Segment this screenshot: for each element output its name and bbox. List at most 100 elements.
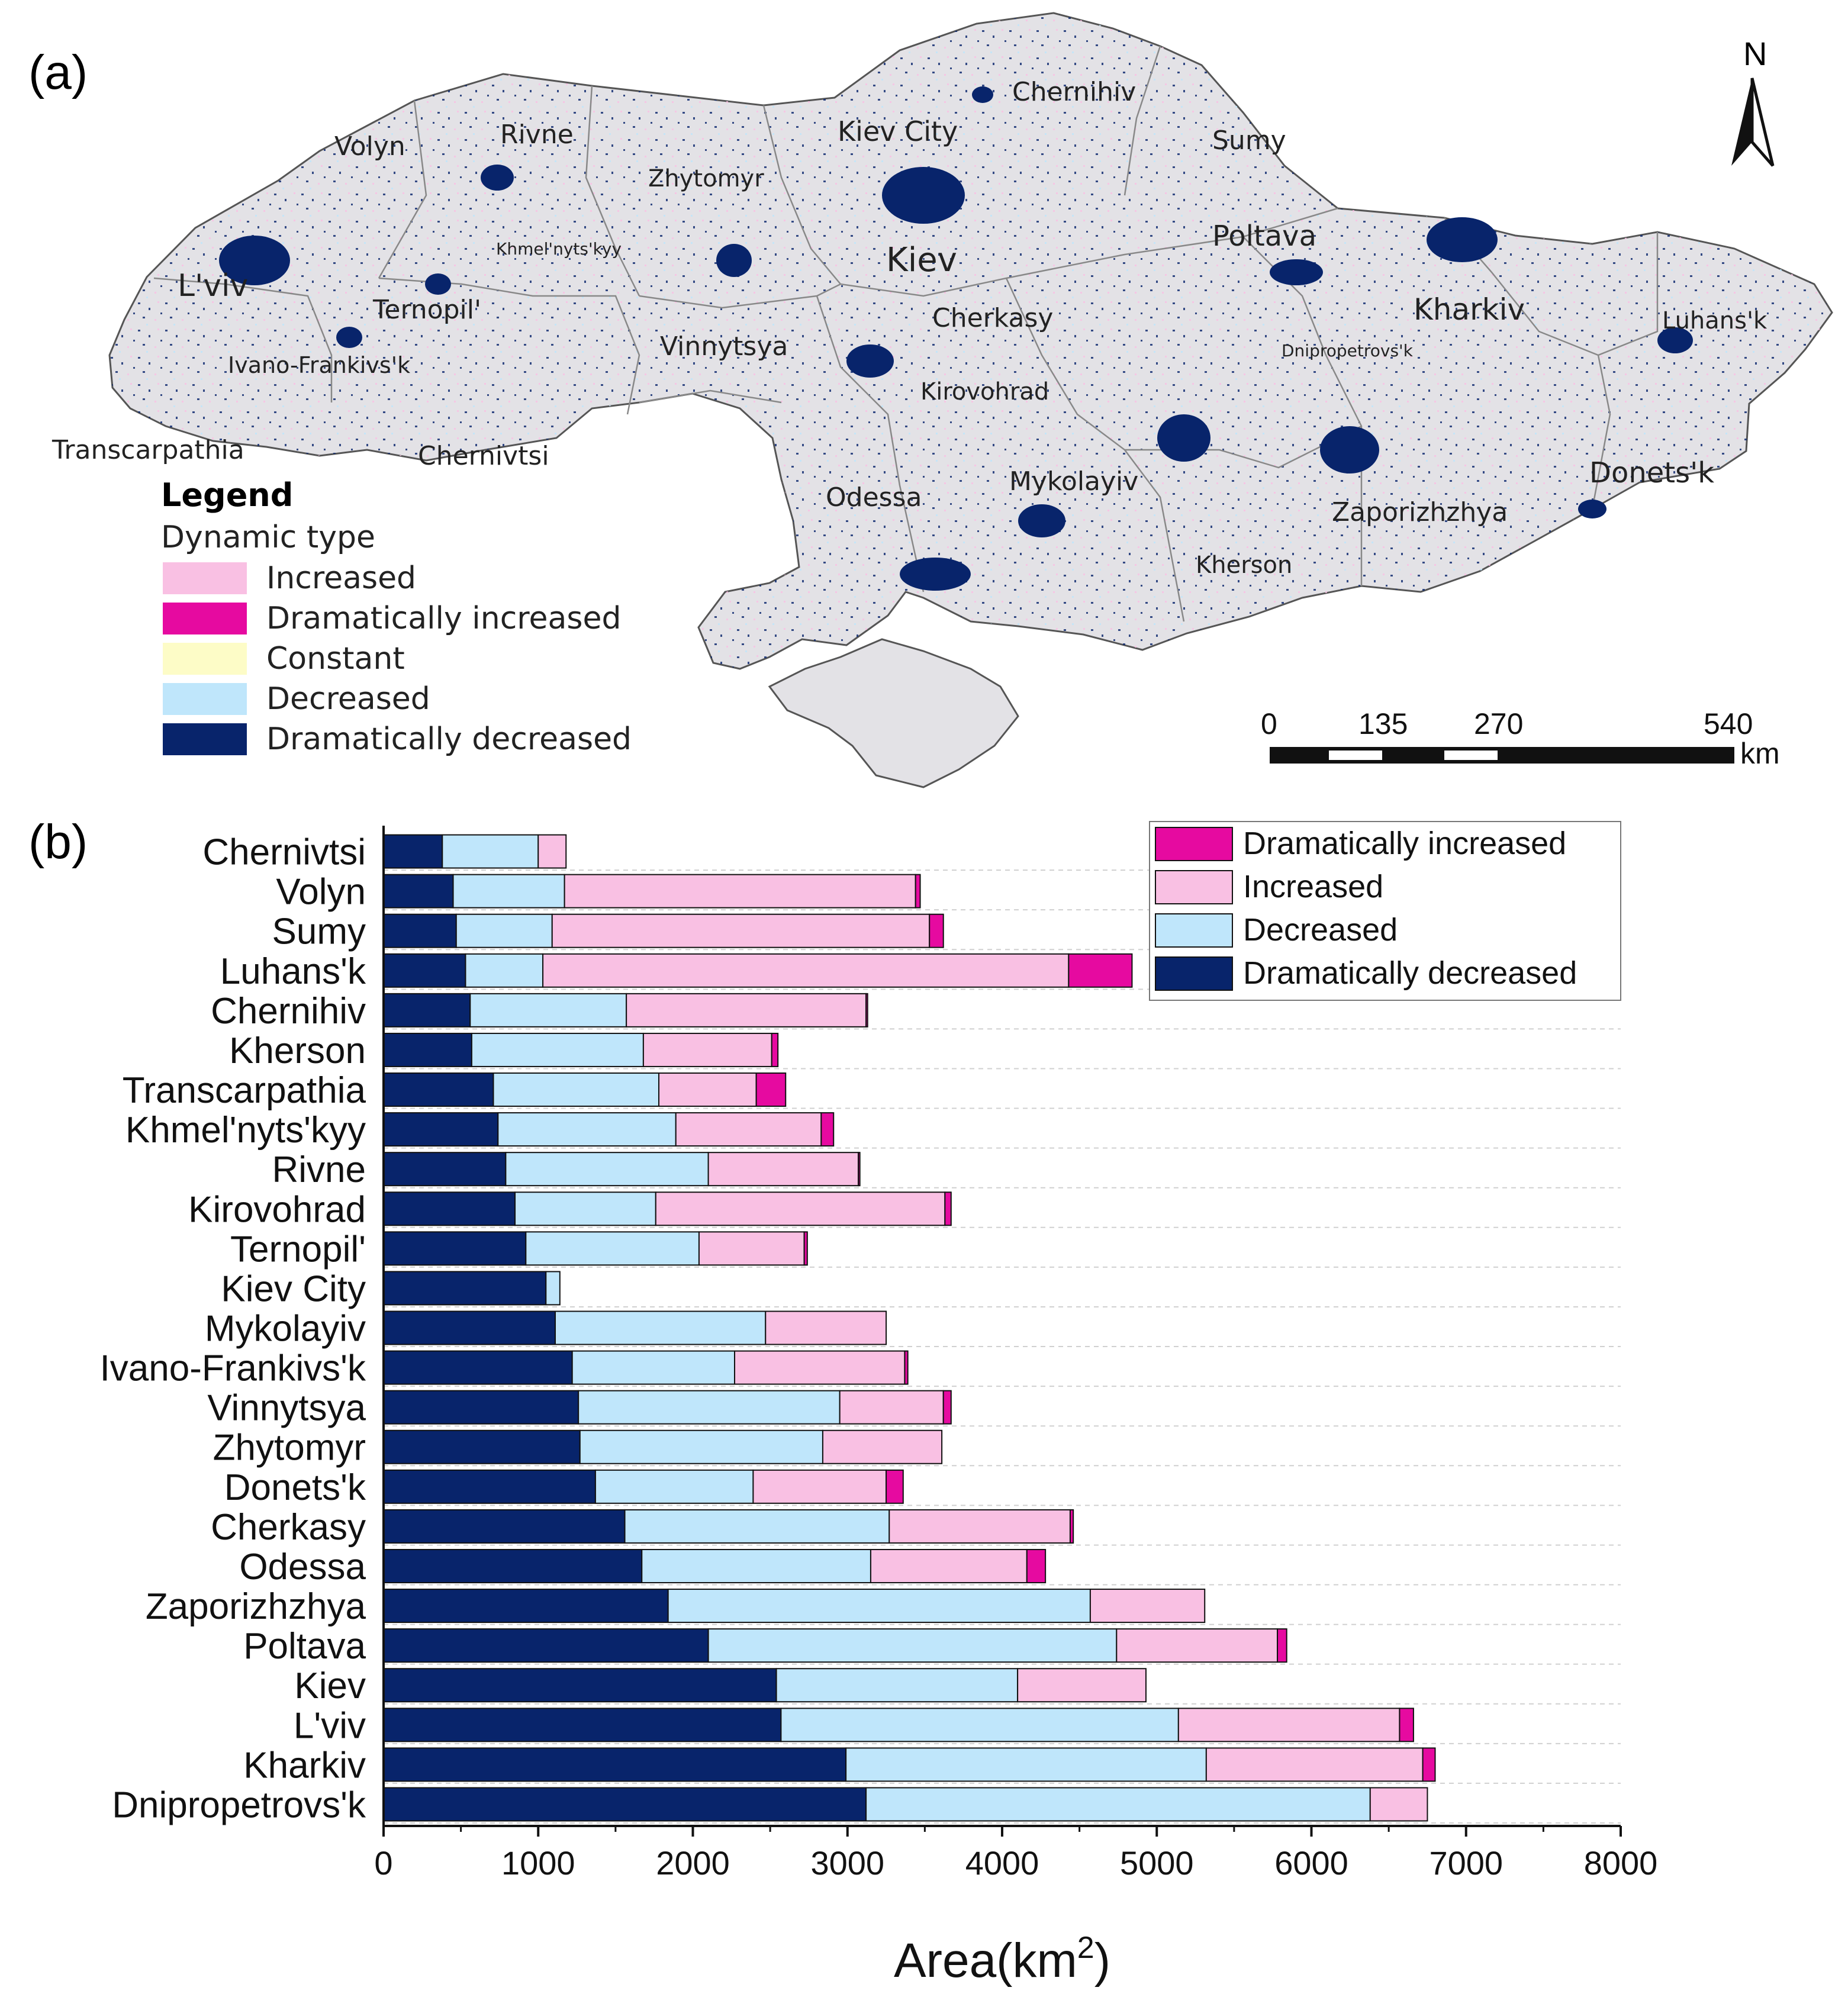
bar-l-viv-dramatically-decreased xyxy=(383,1708,782,1742)
map-label-transcarpathia: Transcarpathia xyxy=(51,435,244,465)
bar-ivano-frankivs-k-dramatically-decreased xyxy=(383,1350,573,1385)
bar-odessa-dramatically-decreased xyxy=(383,1548,643,1583)
map-label-vinnytsya: Vinnytsya xyxy=(660,331,788,362)
bar-donets-k-decreased xyxy=(594,1469,754,1504)
map-legend: Legend Dynamic type Increased Dramaticall… xyxy=(161,476,632,757)
bar-poltava-decreased xyxy=(707,1628,1118,1663)
map-label-cherkasy: Cherkasy xyxy=(932,303,1053,333)
bar-kherson-dramatically-decreased xyxy=(383,1032,472,1067)
map-label-khmelnytskyy: Khmel'nyts'kyy xyxy=(496,239,622,259)
north-arrow: N xyxy=(1731,35,1775,167)
bar-ivano-frankivs-k-increased xyxy=(734,1350,906,1385)
category-label-kherson: Kherson xyxy=(229,1030,366,1071)
bar-kharkiv-dramatically-decreased xyxy=(383,1747,847,1782)
map-region-labels: Volyn Rivne Zhytomyr Kiev City Chernihiv… xyxy=(51,77,1767,579)
ukraine-map xyxy=(108,12,1833,788)
legend-label-decreased: Decreased xyxy=(266,681,430,717)
category-label-l-viv: L'viv xyxy=(294,1705,366,1746)
map-label-zhytomyr: Zhytomyr xyxy=(648,165,764,192)
bar-chart: ChernivtsiVolynSumyLuhans'kChernihivKher… xyxy=(100,821,1657,1988)
x-axis-title-main: Area(km xyxy=(894,1934,1077,1988)
bar-chernihiv-dramatically-decreased xyxy=(383,993,471,1028)
bar-ternopil-increased xyxy=(698,1231,805,1266)
category-label-chernivtsi: Chernivtsi xyxy=(202,832,366,873)
category-label-khmel-nyts-kyy: Khmel'nyts'kyy xyxy=(125,1110,366,1151)
bar-l-viv-increased xyxy=(1177,1708,1401,1742)
bar-dnipropetrovs-k-decreased xyxy=(865,1787,1371,1822)
bar-vinnytsya-dramatically-increased xyxy=(942,1390,952,1425)
bar-odessa-increased xyxy=(870,1548,1028,1583)
bar-mykolayiv-increased xyxy=(765,1310,887,1345)
category-label-cherkasy: Cherkasy xyxy=(211,1507,366,1548)
chart-legend-swatch-dramatically-decreased xyxy=(1155,956,1233,991)
bar-donets-k-dramatically-decreased xyxy=(383,1469,596,1504)
north-arrow-icon xyxy=(1731,78,1752,166)
bar-cherkasy-increased xyxy=(888,1509,1071,1544)
bar-volyn-dramatically-increased xyxy=(915,874,921,909)
chart-legend-swatch-dramatically-increased xyxy=(1155,827,1233,861)
bar-kirovohrad-dramatically-decreased xyxy=(383,1191,516,1226)
map-label-donetsk: Donets'k xyxy=(1589,456,1714,489)
bar-kiev-increased xyxy=(1017,1668,1147,1703)
bar-vinnytsya-decreased xyxy=(578,1390,841,1425)
bar-volyn-increased xyxy=(564,874,916,909)
panel-b-label: (b) xyxy=(28,815,88,869)
bar-zhytomyr-decreased xyxy=(579,1429,823,1464)
bar-odessa-decreased xyxy=(641,1548,871,1583)
bar-rivne-increased xyxy=(707,1152,859,1187)
map-label-kiev-city: Kiev City xyxy=(838,115,958,147)
legend-subtitle: Dynamic type xyxy=(161,520,375,555)
bar-zhytomyr-dramatically-decreased xyxy=(383,1429,581,1464)
legend-items: Increased Dramatically increased Constant D… xyxy=(163,561,632,757)
map-label-kiev: Kiev xyxy=(886,241,957,279)
scale-tick-270: 270 xyxy=(1474,707,1523,740)
legend-label-increased: Increased xyxy=(266,561,416,596)
chart-legend-label-dramatically-decreased: Dramatically decreased xyxy=(1243,955,1577,991)
map-label-chernivtsi: Chernivtsi xyxy=(418,441,549,471)
panel-b: (b) ChernivtsiVolynSumyLuhans'kChernihiv… xyxy=(28,815,1657,1988)
bar-chernihiv-decreased xyxy=(469,993,627,1028)
legend-title: Legend xyxy=(161,476,293,514)
bar-luhans-k-dramatically-increased xyxy=(1068,953,1133,988)
bar-khmel-nyts-kyy-dramatically-increased xyxy=(820,1112,835,1147)
category-label-ivano-frankivs-k: Ivano-Frankivs'k xyxy=(100,1348,366,1389)
map-label-ivano-frankivsk: Ivano-Frankivs'k xyxy=(228,352,410,378)
panel-a: (a) xyxy=(28,12,1833,788)
legend-swatch-dramatically-decreased xyxy=(163,723,247,755)
map-label-volyn: Volyn xyxy=(334,131,405,162)
scale-tick-135: 135 xyxy=(1358,707,1408,740)
bar-transcarpathia-dramatically-decreased xyxy=(383,1072,494,1107)
category-label-zhytomyr: Zhytomyr xyxy=(213,1428,366,1468)
map-label-luhansk: Luhans'k xyxy=(1662,307,1767,334)
category-label-mykolayiv: Mykolayiv xyxy=(205,1309,366,1349)
bar-vinnytsya-dramatically-decreased xyxy=(383,1390,579,1425)
bar-chernihiv-dramatically-increased xyxy=(865,993,868,1028)
category-label-volyn: Volyn xyxy=(276,872,366,913)
map-label-lviv: L'viv xyxy=(178,268,248,304)
north-label: N xyxy=(1743,35,1767,72)
bar-poltava-increased xyxy=(1116,1628,1279,1663)
bar-chernivtsi-dramatically-decreased xyxy=(383,834,443,869)
bar-luhans-k-increased xyxy=(542,953,1070,988)
bar-rivne-decreased xyxy=(505,1152,709,1187)
scale-tick-540: 540 xyxy=(1704,707,1753,740)
scale-bar: 0 135 270 540 km xyxy=(1261,707,1780,770)
bar-kharkiv-dramatically-increased xyxy=(1422,1747,1436,1782)
bar-sumy-dramatically-decreased xyxy=(383,913,457,948)
category-label-odessa: Odessa xyxy=(239,1547,366,1587)
bar-ivano-frankivs-k-decreased xyxy=(571,1350,736,1385)
category-label-ternopil: Ternopil' xyxy=(230,1229,366,1270)
bar-zhytomyr-increased xyxy=(822,1429,943,1464)
bar-kherson-decreased xyxy=(471,1032,644,1067)
map-label-kirovohrad: Kirovohrad xyxy=(920,378,1049,405)
bar-kirovohrad-decreased xyxy=(514,1191,656,1226)
category-label-kharkiv: Kharkiv xyxy=(243,1745,366,1786)
legend-swatch-increased xyxy=(163,562,247,594)
crimea-outline xyxy=(768,638,1019,788)
x-tick-label-4000: 4000 xyxy=(965,1844,1039,1882)
bar-kirovohrad-increased xyxy=(655,1191,946,1226)
bar-kiev-decreased xyxy=(775,1668,1019,1703)
bar-kharkiv-increased xyxy=(1205,1747,1424,1782)
bar-cherkasy-decreased xyxy=(624,1509,890,1544)
